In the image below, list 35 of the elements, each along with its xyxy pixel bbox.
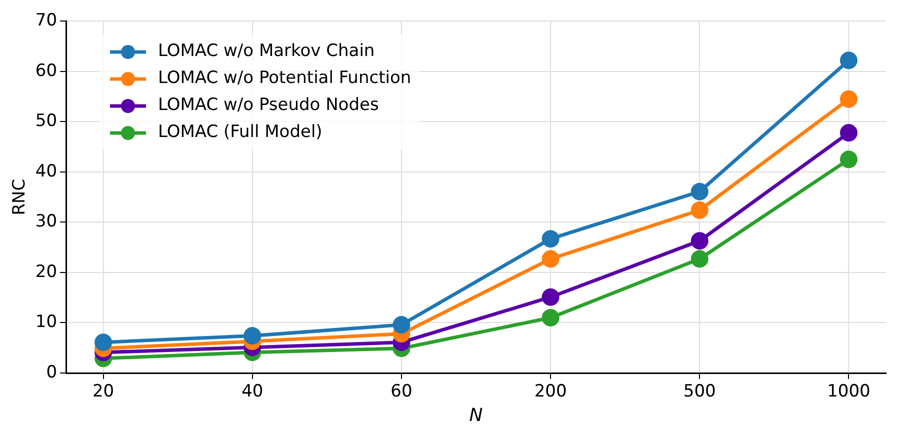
- y-tick-label: 70: [35, 10, 58, 31]
- x-tick-label: 1000: [827, 382, 870, 402]
- legend-label: LOMAC w/o Markov Chain: [158, 40, 375, 63]
- y-tick-label: 60: [35, 60, 58, 81]
- point: [244, 327, 262, 345]
- y-tick-label: 10: [35, 312, 58, 332]
- point: [542, 308, 560, 326]
- point: [542, 230, 560, 248]
- y-tick-label: 50: [35, 111, 58, 132]
- point: [840, 90, 858, 108]
- x-axis-title: N: [469, 404, 483, 426]
- x-tick-label: 60: [390, 382, 412, 402]
- y-tick-label: 40: [35, 161, 58, 182]
- point: [690, 232, 708, 250]
- point: [690, 250, 708, 268]
- legend-label: LOMAC w/o Pseudo Nodes: [158, 94, 379, 117]
- y-axis-title: RNC: [10, 178, 30, 216]
- point: [94, 334, 112, 352]
- legend-label: LOMAC (Full Model): [158, 121, 322, 144]
- x-tick-label: 20: [92, 382, 114, 402]
- y-tick-label: 20: [35, 262, 58, 282]
- legend-label: LOMAC w/o Potential Function: [158, 67, 412, 90]
- x-tick-label: 200: [534, 382, 567, 402]
- y-tick-label: 0: [46, 362, 58, 382]
- x-tick-label: 40: [242, 382, 264, 402]
- y-tick-label: 30: [35, 212, 58, 232]
- point: [392, 316, 410, 334]
- x-tick-label: 500: [683, 382, 716, 402]
- point: [690, 182, 708, 200]
- point: [840, 150, 858, 168]
- point: [542, 250, 560, 268]
- point: [690, 201, 708, 219]
- point: [840, 52, 858, 70]
- point: [840, 124, 858, 142]
- point: [542, 288, 560, 306]
